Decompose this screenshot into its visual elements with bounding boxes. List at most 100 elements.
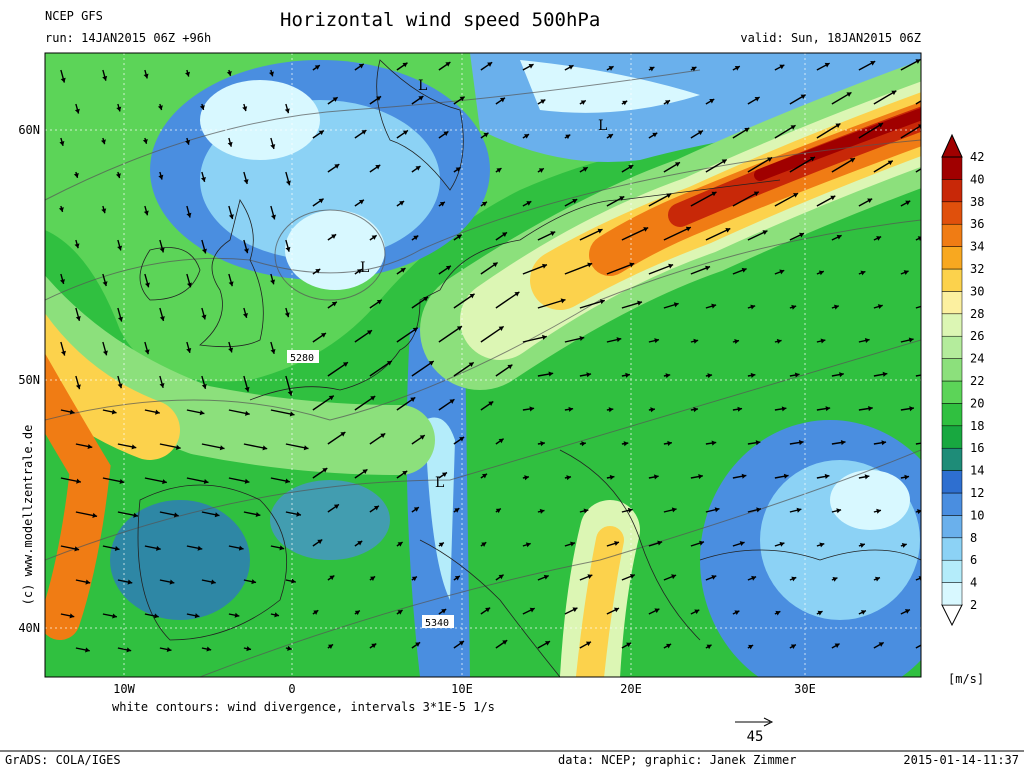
wind-arrow-head	[711, 191, 717, 197]
wind-arrow-head	[185, 139, 191, 145]
wind-arrow-head	[203, 479, 209, 485]
wind-arrow-head	[528, 64, 534, 69]
colorbar-band	[941, 179, 963, 203]
wind-arrow	[480, 325, 505, 343]
wind-arrow-head	[357, 540, 363, 546]
wind-arrow-head	[456, 234, 462, 240]
wind-arrow-head	[917, 124, 921, 129]
wind-arrow-head	[699, 540, 704, 546]
wind-arrow-head	[492, 262, 498, 268]
map-field	[45, 53, 921, 677]
wind-arrow-head	[671, 574, 677, 580]
wind-arrow-head	[667, 440, 672, 446]
wind-arrow	[522, 264, 548, 275]
wind-arrow-head	[791, 576, 797, 582]
wind-arrow-head	[870, 61, 876, 66]
wind-arrow-head	[917, 509, 921, 515]
wind-arrow-head	[441, 609, 447, 614]
wind-arrow-head	[819, 542, 825, 548]
colorbar-label: 36	[970, 217, 984, 231]
wind-arrow-head	[102, 350, 108, 356]
wind-arrow-head	[674, 162, 680, 167]
wind-arrow-head	[361, 130, 367, 135]
wind-arrow-head	[609, 474, 615, 480]
wind-arrow-head	[545, 641, 551, 646]
wind-arrow-head	[411, 576, 417, 582]
wind-arrow-head	[201, 384, 207, 389]
colorbar-label: 4	[970, 576, 977, 590]
wind-arrow-head	[117, 383, 123, 389]
wind-arrow-head	[817, 610, 823, 616]
wind-arrow-head	[332, 97, 338, 102]
wind-arrow-head	[328, 395, 334, 401]
wind-arrow	[621, 226, 649, 241]
wind-arrow-head	[711, 303, 717, 309]
model-name: NCEP GFS	[45, 9, 103, 23]
wind-arrow-head	[560, 298, 566, 304]
wind-arrow-head	[59, 141, 65, 146]
wind-arrow-head	[340, 432, 346, 437]
wind-arrow-head	[876, 236, 882, 241]
wind-arrow-head	[397, 610, 403, 615]
wind-arrow	[369, 360, 393, 377]
wind-arrow-head	[685, 226, 691, 232]
wind-arrow	[690, 191, 717, 207]
lon-label: 0	[288, 682, 295, 696]
wind-arrow-head	[781, 406, 787, 412]
wind-arrow-head	[833, 304, 839, 310]
wind-arrow-head	[243, 248, 249, 254]
wind-arrow-head	[877, 304, 883, 310]
wind-arrow-head	[358, 199, 364, 205]
wind-arrow-head	[756, 507, 762, 513]
wind-arrow-head	[830, 195, 836, 201]
wind-arrow-head	[375, 164, 381, 170]
wind-arrow-head	[74, 108, 80, 114]
wind-arrow-head	[706, 644, 712, 650]
wind-arrow-head	[144, 282, 150, 288]
wind-arrow-head	[540, 441, 545, 447]
wind-arrow-head	[445, 265, 451, 271]
wind-arrow-head	[568, 65, 574, 70]
wind-arrow-head	[694, 609, 700, 615]
wind-arrow-head	[901, 542, 907, 548]
contour-label-bg	[422, 615, 454, 628]
wind-arrow-head	[734, 66, 740, 71]
colorbar-band	[941, 515, 963, 539]
colorbar-band	[941, 223, 963, 247]
wind-arrow-head	[668, 263, 674, 269]
wind-arrow-head	[794, 372, 800, 378]
wind-arrow-head	[783, 473, 789, 479]
wind-arrow-head	[399, 201, 405, 206]
colorbar-band	[941, 582, 963, 606]
wind-arrow-head	[58, 207, 64, 212]
wind-arrow-head	[673, 302, 679, 308]
wind-arrow-head	[169, 579, 175, 585]
wind-arrow-head	[825, 406, 831, 412]
wind-arrow-head	[859, 542, 865, 548]
wind-arrow	[774, 192, 799, 207]
wind-arrow	[915, 374, 921, 377]
wind-arrow-head	[693, 338, 699, 344]
wind-arrow-head	[754, 97, 760, 102]
wind-arrow-head	[585, 641, 591, 647]
wind-arrow-head	[370, 576, 376, 581]
wind-arrow-head	[412, 327, 418, 333]
wind-arrow-head	[400, 268, 406, 273]
wind-arrow-head	[227, 141, 233, 147]
wind-arrow-head	[864, 474, 870, 480]
wind-arrow-head	[159, 382, 165, 388]
wind-arrow-head	[441, 472, 447, 478]
wind-arrow-head	[206, 646, 212, 652]
wind-arrow	[915, 100, 921, 105]
wind-arrow-head	[548, 371, 554, 377]
wind-arrow-head	[228, 281, 234, 287]
wind-arrow	[606, 262, 635, 275]
wind-arrow-head	[314, 65, 320, 70]
footer-credit: data: NCEP; graphic: Janek Zimmer	[558, 753, 796, 767]
scale-arrow-head	[763, 717, 774, 727]
wind-arrow-head	[707, 373, 713, 379]
lon-label: 30E	[794, 682, 816, 696]
wind-arrow-head	[586, 372, 592, 378]
wind-arrow-head	[415, 166, 421, 171]
